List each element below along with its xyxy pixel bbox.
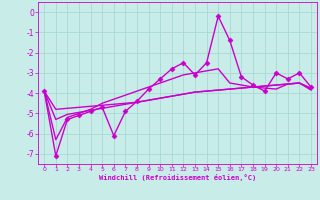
X-axis label: Windchill (Refroidissement éolien,°C): Windchill (Refroidissement éolien,°C) <box>99 174 256 181</box>
